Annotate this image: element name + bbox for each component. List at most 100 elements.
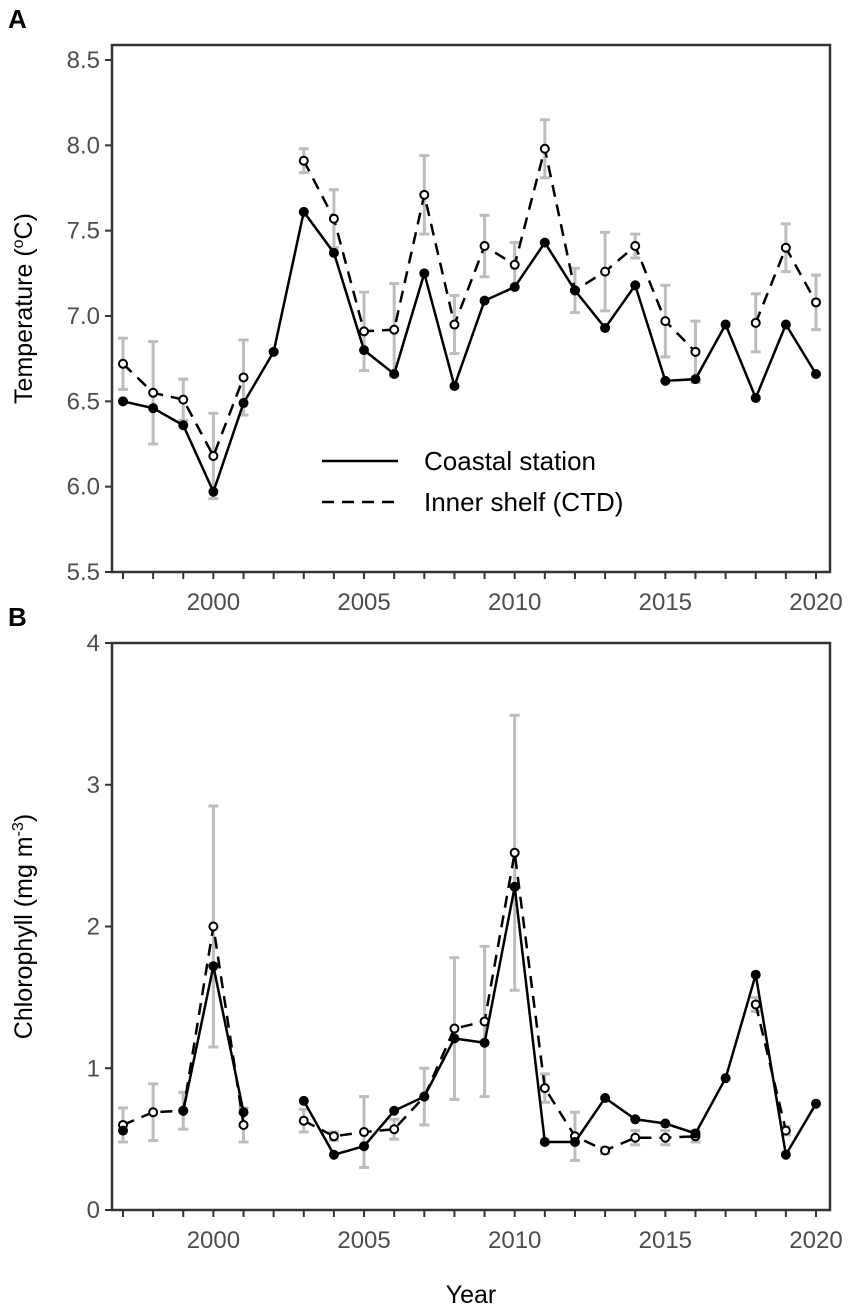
inner-shelf-point [208,450,219,461]
inner-shelf-point [600,266,611,277]
inner-shelf-point [600,1145,611,1156]
inner-shelf-point [208,921,219,932]
coastal-point [539,237,550,248]
coastal-point [238,1107,249,1118]
y-tick-label: 5.5 [67,559,100,586]
coastal-point [509,881,520,892]
y-tick-label: 4 [87,630,100,657]
panel-label-b: B [8,602,27,632]
coastal-point [630,280,641,291]
coastal-point [479,1037,490,1048]
inner-shelf-point [118,358,128,369]
coastal-point [298,206,309,217]
x-tick-label: 2010 [488,589,541,616]
inner-shelf-point [660,316,671,327]
inner-shelf-point [630,1132,641,1143]
plot-frame [110,43,832,574]
coastal-point [660,1118,671,1129]
coastal-point [208,486,219,497]
coastal-line [302,886,818,1159]
legend-coastal: Coastal station [424,446,596,476]
inner-shelf-point [148,387,159,398]
coastal-point [178,420,189,431]
coastal-point [690,374,701,385]
coastal-point [118,396,128,407]
coastal-point [449,380,460,391]
coastal-point [750,392,761,403]
coastal-point [569,285,580,296]
inner-shelf-point [750,999,761,1010]
y-tick-label: 8.5 [67,47,100,74]
x-tick-label: 2000 [187,589,240,616]
inner-shelf-point [328,213,339,224]
y-tick-label: 7.0 [67,303,100,330]
inner-shelf-point [539,143,550,154]
inner-shelf-point [509,259,520,270]
inner-shelf-point [479,241,490,252]
coastal-point [449,1033,460,1044]
y-axis-label-end: ) [10,814,38,822]
inner-shelf-point [298,155,309,166]
coastal-point [509,281,520,292]
inner-shelf-line [302,148,697,353]
inner-shelf-point [389,324,400,335]
y-axis-label-sup: o [10,239,27,248]
x-tick-label: 2000 [187,1227,240,1254]
coastal-point [328,247,339,258]
coastal-line [122,208,818,496]
inner-shelf-point [630,241,641,252]
y-tick-label: 2 [87,914,100,941]
y-tick-label: 3 [87,772,100,799]
coastal-point [118,1125,128,1136]
coastal-point [720,319,731,330]
coastal-point [811,369,821,380]
legend: Coastal station Inner shelf (CTD) [322,446,623,517]
coastal-point [569,1136,580,1147]
inner-shelf-point [328,1131,339,1142]
inner-shelf-point [509,847,520,858]
inner-shelf-point [449,319,460,330]
coastal-point [268,346,279,357]
coastal-point [780,1149,791,1160]
x-tick-label: 2005 [337,1227,390,1254]
inner-shelf-point [238,372,249,383]
y-axis-label-sup: -3 [10,822,27,836]
x-tick-label: 2015 [639,1227,692,1254]
inner-shelf-point [298,1115,309,1126]
coastal-point [178,1105,189,1116]
coastal-point [238,398,249,409]
inner-shelf-point [359,326,370,337]
y-axis-label-main: Temperature ( [10,248,38,404]
x-tick-label: 2020 [789,1227,842,1254]
y-tick-label: 6.5 [67,388,100,415]
inner-shelf-point [419,189,430,200]
coastal-point [208,961,219,972]
coastal-point [359,1141,370,1152]
inner-shelf-point [238,1119,249,1130]
coastal-point [750,969,761,980]
coastal-point [600,322,611,333]
inner-shelf-line [122,362,245,459]
x-tick-label: 2010 [488,1227,541,1254]
coastal-point [811,1098,821,1109]
inner-shelf-point [389,1124,400,1135]
inner-shelf-point [690,346,701,357]
coastal-point [690,1128,701,1139]
coastal-point [660,375,671,386]
y-axis-label-main: Chlorophyll (mg m [10,836,38,1039]
y-axis-label: Temperature (oC) [10,213,38,404]
y-tick-label: 6.0 [67,474,100,501]
y-tick-label: 8.0 [67,132,100,159]
panel-b: 0 1 2 3 4 2000 2005 2010 2015 2020 Chlorophyll (mg… [10,630,843,1309]
y-axis-label-end: C) [10,213,38,239]
y-tick-label: 7.5 [67,218,100,245]
coastal-point [479,295,490,306]
coastal-point [389,369,400,380]
plot-frame [110,641,832,1212]
inner-shelf-point [660,1132,671,1143]
inner-shelf-point [750,317,761,328]
coastal-point [630,1114,641,1125]
inner-shelf-point [539,1083,550,1094]
inner-shelf-point [449,1023,460,1034]
